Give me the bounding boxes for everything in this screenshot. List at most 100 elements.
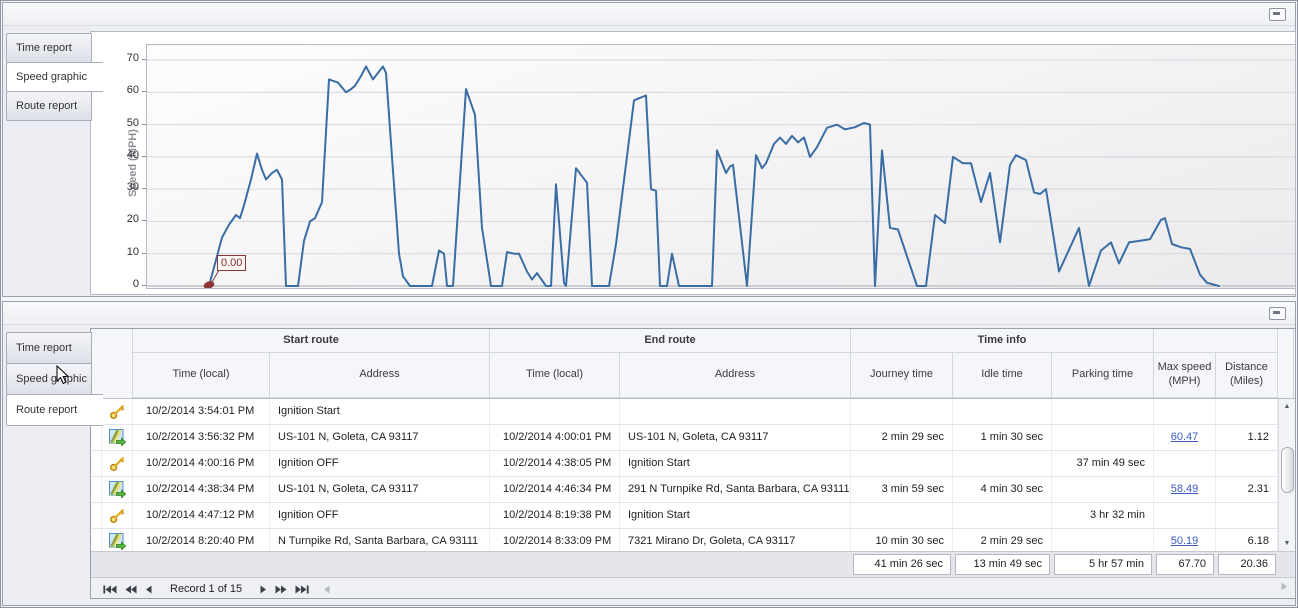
column-header-address[interactable]: Address — [270, 353, 490, 398]
tab-speed-graphic[interactable]: Speed graphic — [6, 62, 103, 92]
y-tick-label: 70 — [126, 52, 139, 64]
tab-time-report[interactable]: Time report — [6, 332, 92, 364]
column-header-journey-time[interactable]: Journey time — [851, 353, 953, 398]
column-header-distance-miles-[interactable]: Distance (Miles) — [1216, 353, 1278, 398]
speed-line-chart-svg — [147, 59, 1295, 288]
column-header-parking-time[interactable]: Parking time — [1052, 353, 1154, 398]
panel-title-bar — [3, 302, 1295, 325]
last-record-icon[interactable] — [295, 585, 309, 594]
column-header-time-local-[interactable]: Time (local) — [490, 353, 620, 398]
cell-max-speed — [1154, 451, 1216, 477]
first-record-icon[interactable] — [103, 585, 117, 594]
tab-route-report[interactable]: Route report — [6, 91, 92, 121]
cell-end-time: 10/2/2014 8:19:38 PM — [490, 503, 620, 529]
collapse-panel-icon[interactable] — [1269, 8, 1286, 21]
column-header-address[interactable]: Address — [620, 353, 851, 398]
cell-end-address: Ignition Start — [620, 503, 851, 529]
row-type-icon-cell — [102, 477, 133, 503]
column-header-time-local-[interactable]: Time (local) — [133, 353, 270, 398]
cell-end-address: US-101 N, Goleta, CA 93117 — [620, 425, 851, 451]
cell-max-speed — [1154, 503, 1216, 529]
tab-time-report[interactable]: Time report — [6, 33, 92, 63]
column-header-idle-time-label: Idle time — [981, 368, 1023, 381]
start-point-marker — [203, 281, 215, 288]
y-tick-mark — [142, 285, 146, 286]
start-value-annotation: 0.00 — [217, 255, 247, 271]
chart-plot-area: 0.00 — [146, 44, 1296, 289]
cell-start-address: US-101 N, Goleta, CA 93117 — [270, 477, 490, 503]
cell-journey-time — [851, 399, 953, 425]
cell-start-time: 10/2/2014 8:20:40 PM — [133, 529, 270, 551]
row-type-icon-cell — [102, 503, 133, 529]
cell-parking-time: 37 min 49 sec — [1052, 451, 1154, 477]
column-header-idle-time[interactable]: Idle time — [953, 353, 1052, 398]
record-navigator: Record 1 of 15 — [91, 577, 1295, 598]
table-row-3[interactable]: 10/2/2014 4:00:16 PM Ignition OFF 10/2/201… — [91, 451, 1278, 477]
ignition-key-icon — [109, 405, 124, 420]
cell-distance — [1216, 451, 1278, 477]
panel-title-bar — [3, 3, 1295, 26]
cell-journey-time: 10 min 30 sec — [851, 529, 953, 551]
column-group-start-route-label: Start route — [283, 333, 339, 346]
previous-page-icon[interactable] — [125, 585, 137, 594]
cell-idle-time — [953, 399, 1052, 425]
collapse-panel-icon[interactable] — [1269, 307, 1286, 320]
cell-end-time: 10/2/2014 8:33:09 PM — [490, 529, 620, 551]
scroll-down-icon[interactable]: ▼ — [1283, 540, 1291, 547]
cell-idle-time: 4 min 30 sec — [953, 477, 1052, 503]
column-header-distance-miles--label: Distance (Miles) — [1225, 361, 1268, 387]
table-row-6[interactable]: 10/2/2014 8:20:40 PM N Turnpike Rd, Santa… — [91, 529, 1278, 551]
hscroll-left-icon[interactable] — [323, 585, 330, 594]
previous-record-icon[interactable] — [145, 585, 152, 594]
y-tick-label: 60 — [126, 84, 139, 97]
column-header-journey-time-label: Journey time — [870, 368, 933, 381]
cell-journey-time: 2 min 29 sec — [851, 425, 953, 451]
cell-distance: 1.12 — [1216, 425, 1278, 451]
y-tick-mark — [142, 59, 146, 60]
table-row-4[interactable]: 10/2/2014 4:38:34 PM US-101 N, Goleta, CA… — [91, 477, 1278, 503]
column-header-max-speed-mph-[interactable]: Max speed (MPH) — [1154, 353, 1216, 398]
cell-start-time: 10/2/2014 3:56:32 PM — [133, 425, 270, 451]
vertical-scrollbar[interactable]: ▲ ▼ — [1278, 399, 1295, 551]
table-row-5[interactable]: 10/2/2014 4:47:12 PM Ignition OFF 10/2/201… — [91, 503, 1278, 529]
y-tick-label: 10 — [126, 245, 139, 258]
report-tabs: Time report Speed graphic Route report — [6, 33, 103, 121]
max-speed-link[interactable]: 50.19 — [1170, 535, 1199, 547]
column-group-end-route[interactable]: End route — [490, 329, 851, 353]
cell-idle-time: 2 min 29 sec — [953, 529, 1052, 551]
column-header-parking-time-label: Parking time — [1071, 368, 1134, 381]
cell-start-time: 10/2/2014 3:54:01 PM — [133, 399, 270, 425]
route-report-table: Start route End route Time info Time (local… — [90, 328, 1296, 599]
table-header: Start route End route Time info Time (local… — [91, 329, 1295, 399]
ignition-key-icon — [109, 457, 124, 472]
cell-distance — [1216, 399, 1278, 425]
column-group-time-info[interactable]: Time info — [851, 329, 1154, 353]
cell-start-time: 10/2/2014 4:47:12 PM — [133, 503, 270, 529]
summary-distance: 20.36 — [1218, 554, 1276, 575]
scroll-up-icon[interactable]: ▲ — [1283, 403, 1291, 410]
cell-journey-time — [851, 503, 953, 529]
next-record-icon[interactable] — [260, 585, 267, 594]
hscroll-right-icon[interactable] — [1281, 582, 1288, 591]
y-tick-mark — [142, 155, 146, 157]
scrollbar-thumb[interactable] — [1281, 447, 1294, 493]
tab-speed-graphic[interactable]: Speed graphic — [6, 363, 92, 395]
next-page-icon[interactable] — [275, 585, 287, 594]
cell-distance — [1216, 503, 1278, 529]
route-map-icon — [108, 481, 126, 498]
summary-journey-time: 41 min 26 sec — [853, 554, 951, 575]
column-group-blank[interactable] — [1154, 329, 1278, 353]
max-speed-link[interactable]: 60.47 — [1170, 431, 1199, 443]
max-speed-link[interactable]: 58.49 — [1170, 483, 1199, 495]
table-row-1[interactable]: 10/2/2014 3:54:01 PM Ignition Start — [91, 399, 1278, 425]
y-tick-mark — [142, 91, 146, 93]
row-indicator — [91, 529, 102, 551]
cell-start-address: Ignition OFF — [270, 451, 490, 477]
column-group-time-info-label: Time info — [977, 333, 1027, 346]
cell-parking-time — [1052, 425, 1154, 451]
table-row-2[interactable]: 10/2/2014 3:56:32 PM US-101 N, Goleta, CA… — [91, 425, 1278, 451]
tab-route-report[interactable]: Route report — [6, 394, 103, 426]
column-group-start-route[interactable]: Start route — [133, 329, 490, 353]
y-tick-mark — [142, 220, 146, 222]
